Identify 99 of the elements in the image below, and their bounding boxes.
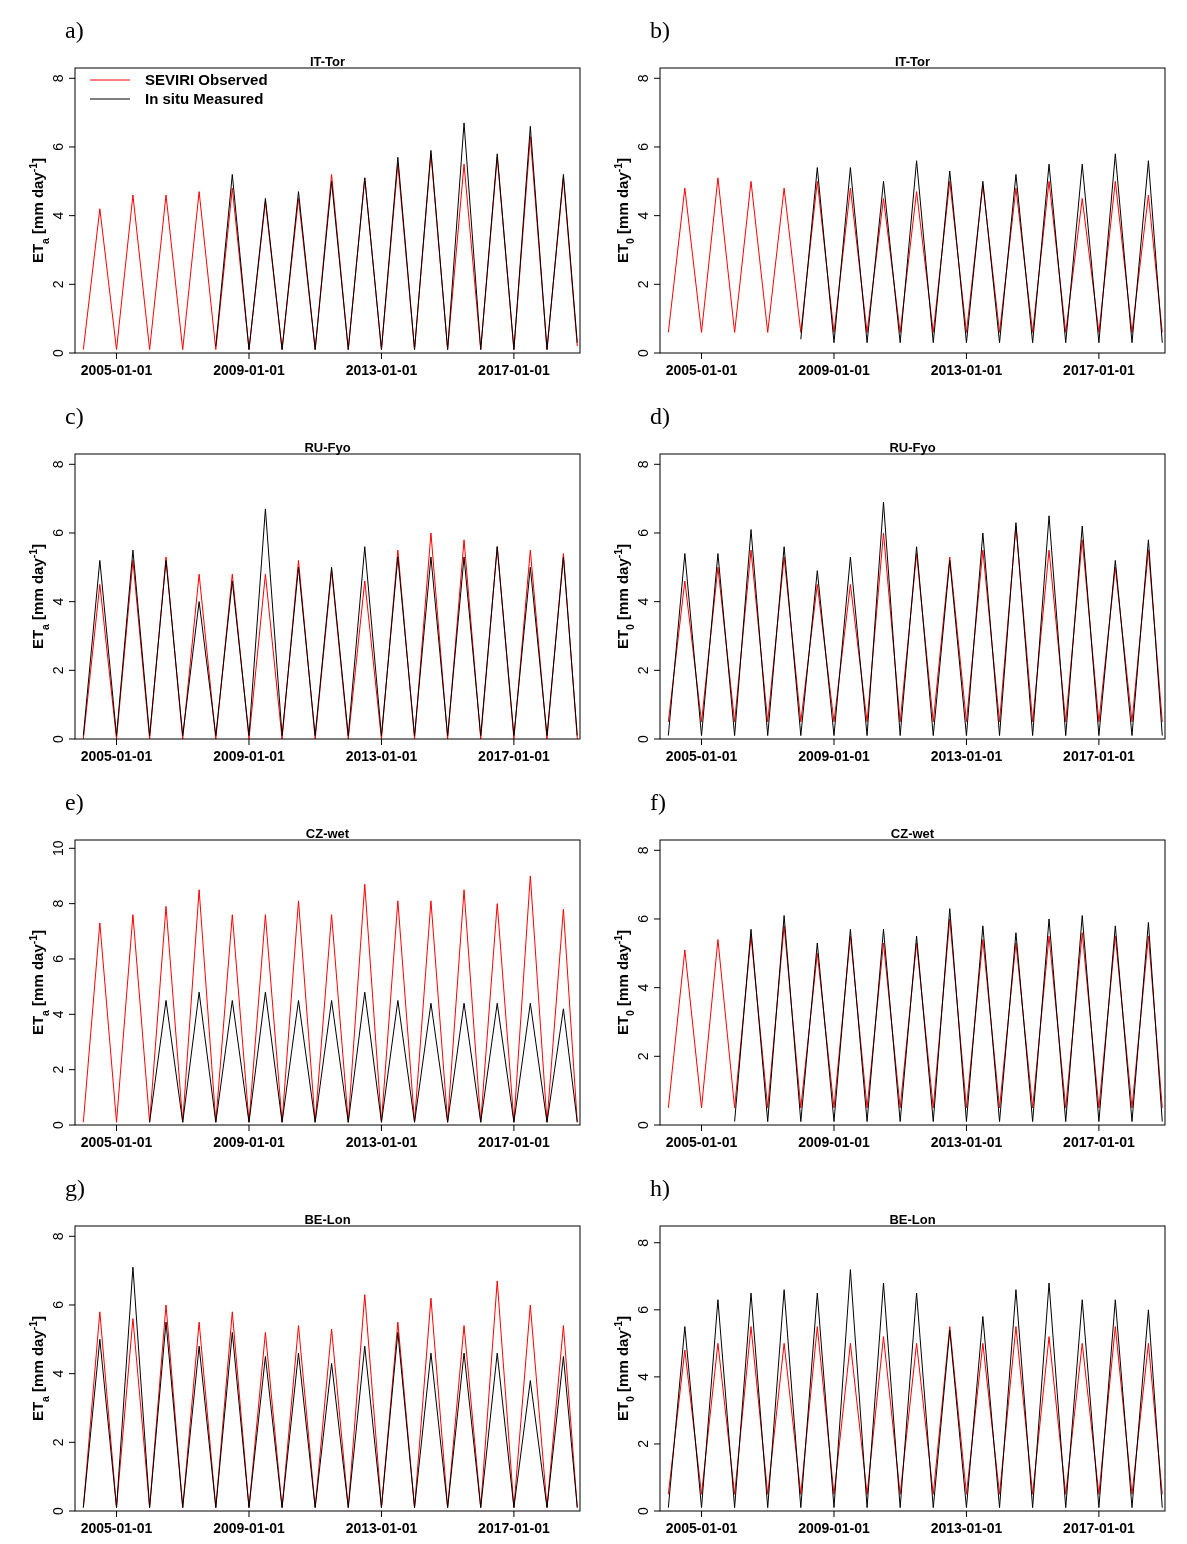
y-tick-label: 8 [635, 74, 651, 83]
y-tick-label: 6 [635, 1305, 651, 1314]
x-tick-label: 2009-01-01 [798, 748, 870, 764]
text: f) [650, 789, 666, 815]
x-tick-label: 2017-01-01 [478, 1520, 550, 1536]
y-tick-label: 4 [50, 1369, 66, 1378]
y-tick-label: 0 [50, 1506, 66, 1515]
line-series [149, 991, 578, 1123]
x-tick-label: 2009-01-01 [213, 1134, 285, 1150]
x-tick-label: 2017-01-01 [478, 362, 550, 378]
y-tick-label: 6 [50, 1300, 66, 1309]
line-series [734, 908, 1163, 1123]
x-tick-label: 2005-01-01 [80, 748, 153, 764]
x-tick-label: 2017-01-01 [1063, 362, 1135, 378]
x-tick-label: 2005-01-01 [665, 1520, 738, 1536]
y-tick-label: 0 [635, 1120, 651, 1129]
x-tick-label: 2009-01-01 [798, 1520, 870, 1536]
y-tick-label: 8 [50, 1232, 66, 1241]
y-tick-label: 2 [635, 666, 651, 675]
x-tick-label: 2013-01-01 [345, 748, 418, 764]
y-tick-label: 2 [635, 1052, 651, 1061]
x-tick-label: 2013-01-01 [930, 1134, 1003, 1150]
x-tick-label: 2005-01-01 [80, 1134, 153, 1150]
chart-title: BE-Lon [889, 1212, 936, 1227]
y-tick-label: 10 [50, 840, 66, 857]
text: e) [65, 789, 84, 815]
y-tick-label: 6 [635, 142, 651, 151]
x-tick-label: 2009-01-01 [798, 362, 870, 378]
text: g) [65, 1175, 85, 1201]
y-tick-label: 4 [50, 211, 66, 220]
x-tick-label: 2009-01-01 [213, 362, 285, 378]
y-tick-label: 4 [635, 211, 651, 220]
y-tick-label: 8 [50, 74, 66, 83]
x-tick-label: 2009-01-01 [213, 748, 285, 764]
line-series [667, 1269, 1163, 1509]
x-tick-label: 2013-01-01 [345, 1134, 418, 1150]
line-series [800, 153, 1163, 344]
y-tick-label: 4 [50, 597, 66, 606]
x-tick-label: 2013-01-01 [345, 362, 418, 378]
y-tick-label: 8 [635, 460, 651, 469]
x-tick-label: 2017-01-01 [1063, 748, 1135, 764]
y-tick-label: 0 [50, 734, 66, 743]
y-tick-label: 0 [635, 734, 651, 743]
y-tick-label: 2 [635, 1439, 651, 1448]
y-tick-label: 4 [635, 983, 651, 992]
y-tick-label: 8 [50, 899, 66, 908]
x-tick-label: 2017-01-01 [1063, 1134, 1135, 1150]
y-tick-label: 2 [50, 1438, 66, 1447]
text: a) [65, 17, 84, 43]
x-tick-label: 2009-01-01 [213, 1520, 285, 1536]
y-tick-label: 0 [635, 1506, 651, 1515]
chart-title: IT-Tor [894, 54, 931, 69]
y-tick-label: 2 [50, 1065, 66, 1074]
x-tick-label: 2013-01-01 [930, 1520, 1003, 1536]
y-tick-label: 2 [50, 666, 66, 675]
y-tick-label: 0 [635, 348, 651, 357]
chart-title: CZ-wet [305, 826, 350, 841]
legend-label: In situ Measured [145, 90, 264, 107]
legend-label: SEVIRI Observed [145, 71, 268, 88]
y-tick-label: 6 [50, 528, 66, 537]
y-tick-label: 8 [635, 1238, 651, 1247]
x-tick-label: 2005-01-01 [665, 1134, 738, 1150]
chart-title: RU-Fyo [304, 440, 351, 455]
line-series [82, 875, 578, 1123]
text: h) [650, 1175, 670, 1201]
text: c) [65, 403, 84, 429]
x-tick-label: 2017-01-01 [478, 748, 550, 764]
y-tick-label: 8 [635, 846, 651, 855]
x-tick-label: 2005-01-01 [80, 1520, 153, 1536]
y-tick-label: 4 [635, 597, 651, 606]
y-tick-label: 0 [50, 348, 66, 357]
y-tick-label: 4 [50, 1010, 66, 1019]
y-tick-label: 6 [50, 954, 66, 963]
chart-title: RU-Fyo [889, 440, 936, 455]
x-tick-label: 2009-01-01 [798, 1134, 870, 1150]
y-tick-label: 2 [635, 280, 651, 289]
x-tick-label: 2017-01-01 [1063, 1520, 1135, 1536]
y-tick-label: 4 [635, 1372, 651, 1381]
chart-title: BE-Lon [304, 1212, 351, 1227]
line-series [667, 1326, 1163, 1495]
y-tick-label: 2 [50, 280, 66, 289]
y-tick-label: 8 [50, 460, 66, 469]
x-tick-label: 2017-01-01 [478, 1134, 550, 1150]
y-tick-label: 6 [635, 914, 651, 923]
x-tick-label: 2005-01-01 [80, 362, 153, 378]
y-tick-label: 6 [50, 142, 66, 151]
x-tick-label: 2005-01-01 [665, 362, 738, 378]
x-tick-label: 2005-01-01 [665, 748, 738, 764]
y-tick-label: 6 [635, 528, 651, 537]
line-series [215, 122, 578, 351]
chart-title: CZ-wet [890, 826, 935, 841]
x-tick-label: 2013-01-01 [345, 1520, 418, 1536]
text: b) [650, 17, 670, 43]
y-tick-label: 0 [50, 1120, 66, 1129]
x-tick-label: 2013-01-01 [930, 362, 1003, 378]
text: d) [650, 403, 670, 429]
line-series [667, 501, 1163, 737]
x-tick-label: 2013-01-01 [930, 748, 1003, 764]
chart-title: IT-Tor [309, 54, 346, 69]
